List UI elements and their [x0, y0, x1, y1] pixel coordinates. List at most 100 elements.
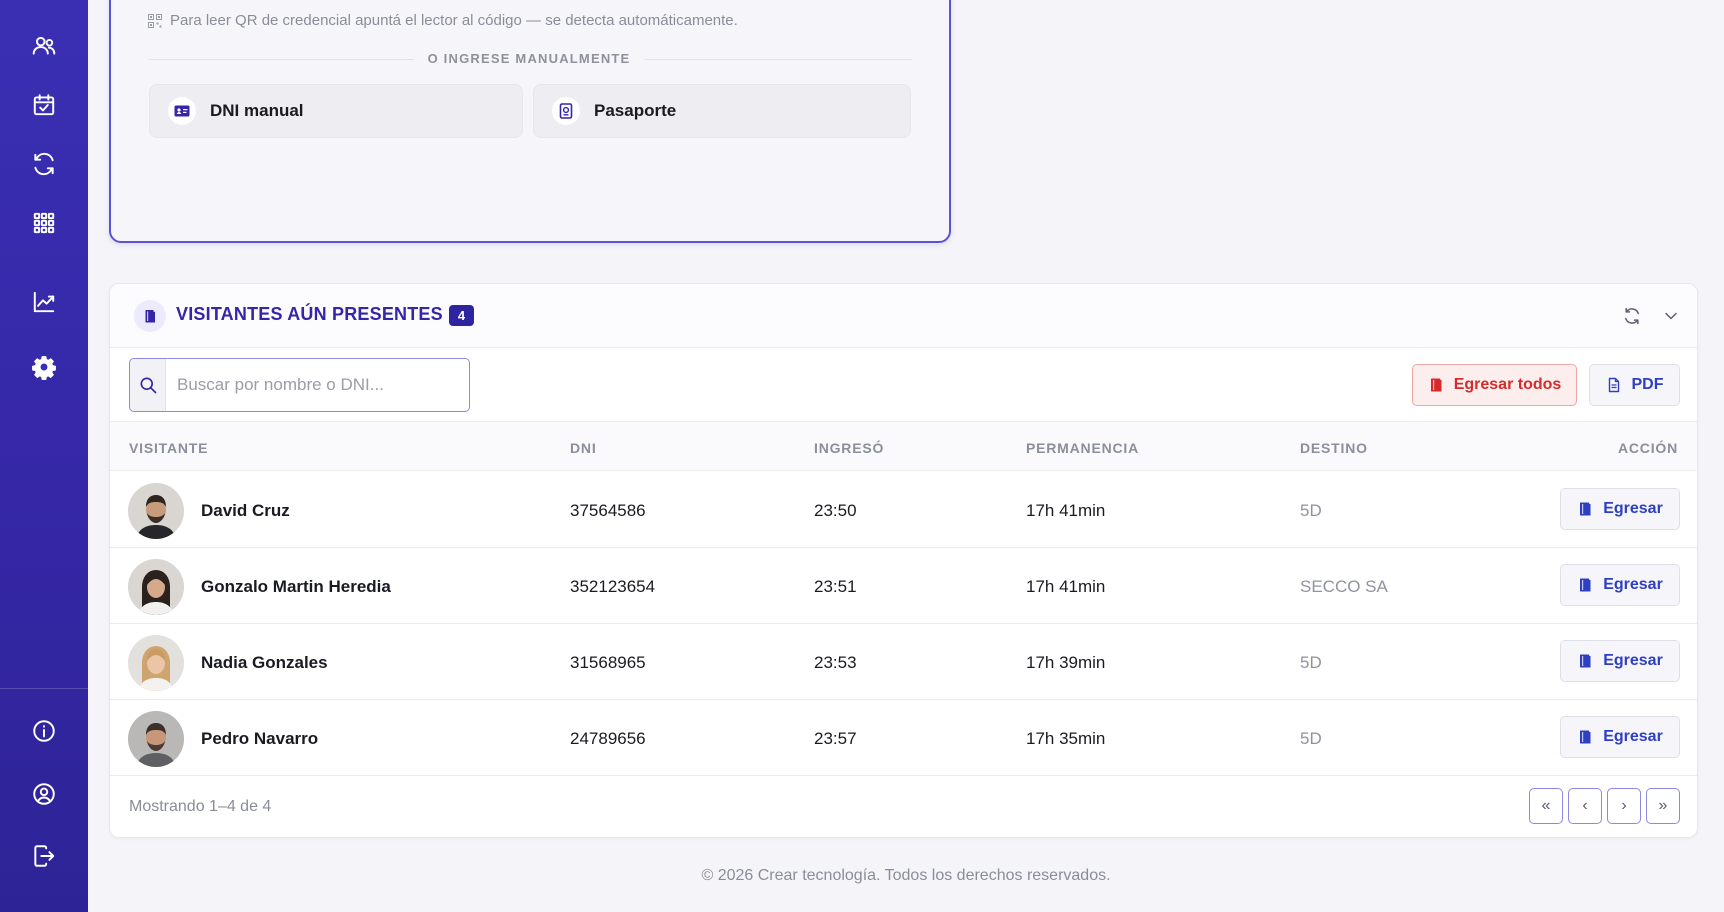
- grid-icon: [33, 212, 55, 234]
- visitor-entered: 23:50: [814, 501, 857, 520]
- sidebar-item-stats[interactable]: [24, 282, 64, 322]
- passport-icon: [552, 97, 580, 125]
- visitor-name: Nadia Gonzales: [201, 653, 328, 672]
- egress-label: Egresar: [1603, 652, 1663, 669]
- sidebar-item-visitors[interactable]: [24, 26, 64, 66]
- sidebar-item-apps[interactable]: [24, 203, 64, 243]
- col-destination[interactable]: DESTINO: [1300, 440, 1368, 456]
- search-icon: [130, 359, 166, 411]
- sidebar-item-settings[interactable]: [24, 347, 64, 387]
- visitor-stay: 17h 41min: [1026, 577, 1106, 596]
- pdf-export-button[interactable]: PDF: [1589, 364, 1680, 406]
- separator-line-right: [644, 59, 912, 60]
- visitors-card-header: VISITANTES AÚN PRESENTES 4: [110, 284, 1697, 348]
- pagination-summary: Mostrando 1–4 de 4: [129, 798, 272, 815]
- visitor-destination: 5D: [1300, 501, 1322, 520]
- table-row: Pedro Navarro 24789656 23:57 17h 35min 5…: [110, 700, 1697, 776]
- egress-label: Egresar: [1603, 500, 1663, 517]
- footer-copyright: © 2026 Crear tecnología. Todos los derec…: [701, 867, 1111, 884]
- qr-icon: [148, 13, 162, 28]
- visitor-dni: 24789656: [570, 729, 646, 748]
- visitor-name: Gonzalo Martin Heredia: [201, 577, 391, 596]
- sidebar-item-sync[interactable]: [24, 144, 64, 184]
- page-first-button[interactable]: «: [1529, 788, 1563, 824]
- refresh-list-button[interactable]: [1620, 304, 1644, 328]
- table-row: Nadia Gonzales 31568965 23:53 17h 39min …: [110, 624, 1697, 700]
- page-last-button[interactable]: »: [1646, 788, 1680, 824]
- visitor-name: David Cruz: [201, 501, 290, 520]
- door-icon: [1580, 502, 1591, 516]
- search-box: [129, 358, 470, 412]
- gear-icon: [32, 356, 56, 380]
- pdf-label: PDF: [1631, 376, 1664, 393]
- visitor-entered: 23:53: [814, 653, 857, 672]
- manual-entry-separator: O INGRESE MANUALMENTE: [427, 51, 631, 66]
- door-icon: [1580, 578, 1591, 592]
- door-icon: [1580, 730, 1591, 744]
- visitors-title: VISITANTES AÚN PRESENTES: [176, 304, 443, 324]
- passport-label: Pasaporte: [594, 101, 677, 120]
- scanner-hint-text: Para leer QR de credencial apuntá el lec…: [170, 12, 738, 29]
- egress-button[interactable]: Egresar: [1560, 564, 1680, 606]
- col-action: ACCIÓN: [1617, 440, 1678, 456]
- visitor-dni: 352123654: [570, 577, 656, 596]
- visitor-stay: 17h 39min: [1026, 653, 1106, 672]
- sidebar-item-profile[interactable]: [24, 774, 64, 814]
- visitor-name: Pedro Navarro: [201, 729, 319, 748]
- egress-button[interactable]: Egresar: [1560, 488, 1680, 530]
- sidebar-item-calendar[interactable]: [24, 85, 64, 125]
- table-row: Gonzalo Martin Heredia 352123654 23:51 1…: [110, 548, 1697, 624]
- col-visitor[interactable]: VISITANTE: [129, 440, 209, 456]
- table-row: David Cruz 37564586 23:50 17h 41min 5D E…: [110, 472, 1697, 548]
- egress-label: Egresar: [1603, 576, 1663, 593]
- egress-button[interactable]: Egresar: [1560, 640, 1680, 682]
- visitor-destination: SECCO SA: [1300, 577, 1388, 596]
- search-input[interactable]: [166, 359, 469, 411]
- logout-icon: [34, 845, 55, 867]
- sidebar-item-logout[interactable]: [24, 836, 64, 876]
- avatar: [128, 559, 184, 615]
- dni-manual-label: DNI manual: [210, 101, 304, 120]
- col-entered[interactable]: INGRESÓ: [814, 440, 885, 456]
- egress-button[interactable]: Egresar: [1560, 716, 1680, 758]
- door-icon: [1580, 654, 1591, 668]
- scanner-hint: Para leer QR de credencial apuntá el lec…: [148, 12, 738, 29]
- sidebar-divider: [0, 688, 88, 689]
- avatar: [128, 635, 184, 691]
- visitor-entered: 23:57: [814, 729, 857, 748]
- egress-all-button[interactable]: Egresar todos: [1412, 364, 1577, 406]
- document-icon: [1608, 377, 1619, 393]
- col-dni[interactable]: DNI: [570, 440, 597, 456]
- chevron-down-icon: [1665, 312, 1677, 320]
- building-icon: [134, 300, 166, 332]
- table-header: VISITANTE DNI INGRESÓ PERMANENCIA DESTIN…: [110, 421, 1697, 471]
- collapse-card-button[interactable]: [1659, 304, 1683, 328]
- avatar: [128, 483, 184, 539]
- egress-all-label: Egresar todos: [1453, 376, 1562, 393]
- id-card-icon: [168, 97, 196, 125]
- visitor-stay: 17h 41min: [1026, 501, 1106, 520]
- visitor-dni: 37564586: [570, 501, 646, 520]
- door-icon: [1430, 378, 1442, 392]
- users-icon: [32, 36, 56, 55]
- avatar: [128, 711, 184, 767]
- refresh-icon: [1625, 307, 1639, 325]
- egress-label: Egresar: [1603, 728, 1663, 745]
- separator-line-left: [148, 59, 414, 60]
- user-circle-icon: [33, 783, 55, 805]
- visitor-destination: 5D: [1300, 653, 1322, 672]
- visitor-entered: 23:51: [814, 577, 857, 596]
- sidebar: [0, 0, 88, 912]
- col-stay[interactable]: PERMANENCIA: [1026, 440, 1140, 456]
- refresh-icon: [34, 152, 54, 176]
- page-prev-button[interactable]: ‹: [1568, 788, 1602, 824]
- visitor-destination: 5D: [1300, 729, 1322, 748]
- chart-line-icon: [33, 291, 55, 313]
- visitor-stay: 17h 35min: [1026, 729, 1106, 748]
- page-next-button[interactable]: ›: [1607, 788, 1641, 824]
- passport-button[interactable]: Pasaporte: [533, 84, 911, 138]
- dni-manual-button[interactable]: DNI manual: [149, 84, 523, 138]
- sidebar-item-info[interactable]: [24, 711, 64, 751]
- visitors-card: VISITANTES AÚN PRESENTES 4 Egresar todos…: [109, 283, 1698, 838]
- visitors-count-badge: 4: [449, 305, 474, 326]
